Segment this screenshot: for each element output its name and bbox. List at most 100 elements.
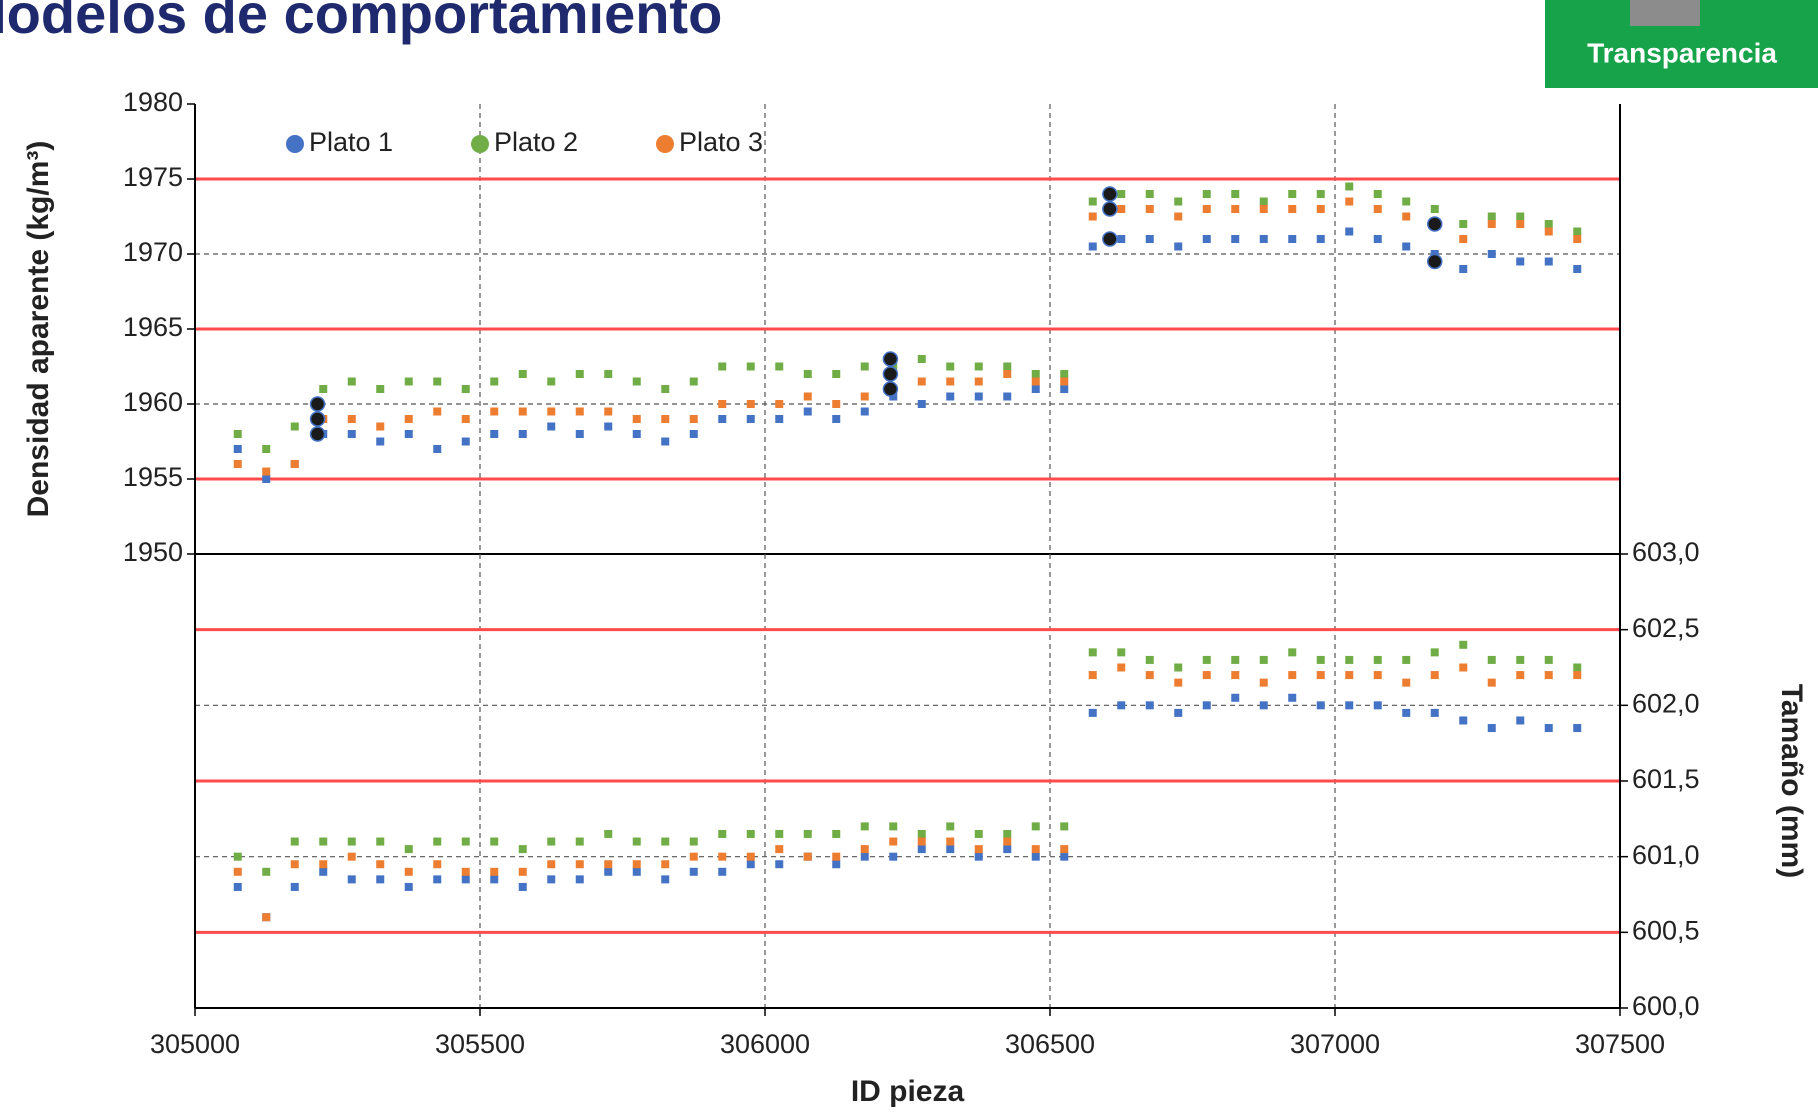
data-point	[1430, 648, 1439, 657]
data-point	[433, 407, 442, 416]
data-point	[1231, 190, 1240, 198]
y-tick-label: 1960	[123, 387, 183, 417]
data-point	[376, 837, 385, 846]
data-point	[376, 875, 385, 884]
data-point	[832, 860, 841, 869]
data-point	[832, 852, 841, 861]
data-point	[319, 867, 328, 876]
data-point	[233, 460, 242, 468]
data-point	[1003, 837, 1012, 846]
data-point	[1088, 197, 1097, 206]
data-point	[689, 377, 698, 386]
data-point	[1259, 197, 1268, 206]
data-point	[1544, 671, 1553, 680]
data-point	[1516, 220, 1525, 228]
data-point	[632, 860, 641, 869]
data-point	[1117, 648, 1126, 657]
data-point	[1088, 648, 1097, 657]
data-point	[1316, 235, 1325, 243]
data-point	[547, 377, 556, 386]
data-point	[1060, 852, 1069, 861]
data-point	[889, 392, 898, 401]
data-point	[1231, 655, 1240, 664]
y-axis-title: Densidad aparente (kg/m³)	[22, 141, 55, 518]
data-point	[1088, 212, 1097, 221]
data-point	[404, 867, 413, 876]
data-point	[604, 370, 613, 378]
data-point	[860, 362, 869, 371]
data-point	[1003, 362, 1012, 371]
data-point	[661, 385, 670, 393]
data-point	[575, 875, 584, 884]
data-point	[689, 430, 698, 438]
data-point	[718, 400, 727, 408]
data-point	[1259, 701, 1268, 710]
legend-marker	[286, 135, 304, 153]
data-point	[1345, 197, 1354, 206]
data-point	[290, 837, 299, 846]
data-point	[518, 370, 527, 378]
data-point	[376, 860, 385, 869]
data-point	[718, 852, 727, 861]
x-tick-label: 307500	[1575, 1029, 1665, 1059]
data-point	[262, 467, 271, 476]
data-point	[290, 882, 299, 891]
badge-icon	[1630, 0, 1700, 26]
data-point	[1174, 197, 1183, 206]
data-point	[547, 837, 556, 846]
y-tick-label: 600,0	[1632, 991, 1700, 1021]
data-point	[1117, 190, 1126, 198]
page-title: Modelos de comportamiento	[0, 0, 722, 45]
data-point	[1174, 242, 1183, 251]
x-tick-label: 305000	[150, 1029, 240, 1059]
data-point	[889, 362, 898, 371]
data-point	[233, 882, 242, 891]
data-point	[1174, 678, 1183, 687]
data-point	[1430, 708, 1439, 717]
data-point	[1231, 235, 1240, 243]
data-point	[547, 875, 556, 884]
data-point	[1459, 235, 1468, 243]
data-point	[290, 460, 299, 468]
data-point	[1202, 205, 1211, 213]
data-point	[1459, 265, 1468, 273]
data-point	[1288, 205, 1297, 213]
data-point	[233, 445, 242, 453]
data-point	[946, 377, 955, 386]
data-point	[775, 845, 784, 854]
data-point	[461, 867, 470, 876]
data-point	[1117, 205, 1126, 213]
data-point	[1031, 822, 1040, 831]
highlight-point	[1427, 216, 1443, 232]
data-point	[1402, 655, 1411, 664]
data-point	[1544, 227, 1553, 236]
data-point	[661, 837, 670, 846]
data-point	[1373, 235, 1382, 243]
data-point	[1060, 377, 1069, 386]
data-point	[661, 415, 670, 423]
data-point	[775, 860, 784, 869]
data-point	[1316, 701, 1325, 710]
data-point	[860, 845, 869, 854]
x-tick-label: 305500	[435, 1029, 525, 1059]
data-point	[404, 845, 413, 854]
data-point	[1259, 205, 1268, 213]
data-point	[1573, 235, 1582, 243]
data-point	[404, 377, 413, 386]
data-point	[1402, 708, 1411, 717]
legend-marker	[471, 135, 489, 153]
data-point	[262, 913, 271, 922]
y-axis-title: Tamaño (mm)	[1775, 684, 1808, 878]
data-point	[917, 845, 926, 854]
data-point	[718, 867, 727, 876]
data-point	[461, 385, 470, 393]
data-point	[433, 837, 442, 846]
data-point	[1459, 663, 1468, 672]
data-point	[1003, 392, 1012, 401]
data-point	[689, 852, 698, 861]
data-point	[490, 377, 499, 386]
data-point	[1288, 235, 1297, 243]
data-point	[746, 829, 755, 838]
data-point	[1345, 182, 1354, 191]
data-point	[1288, 671, 1297, 680]
